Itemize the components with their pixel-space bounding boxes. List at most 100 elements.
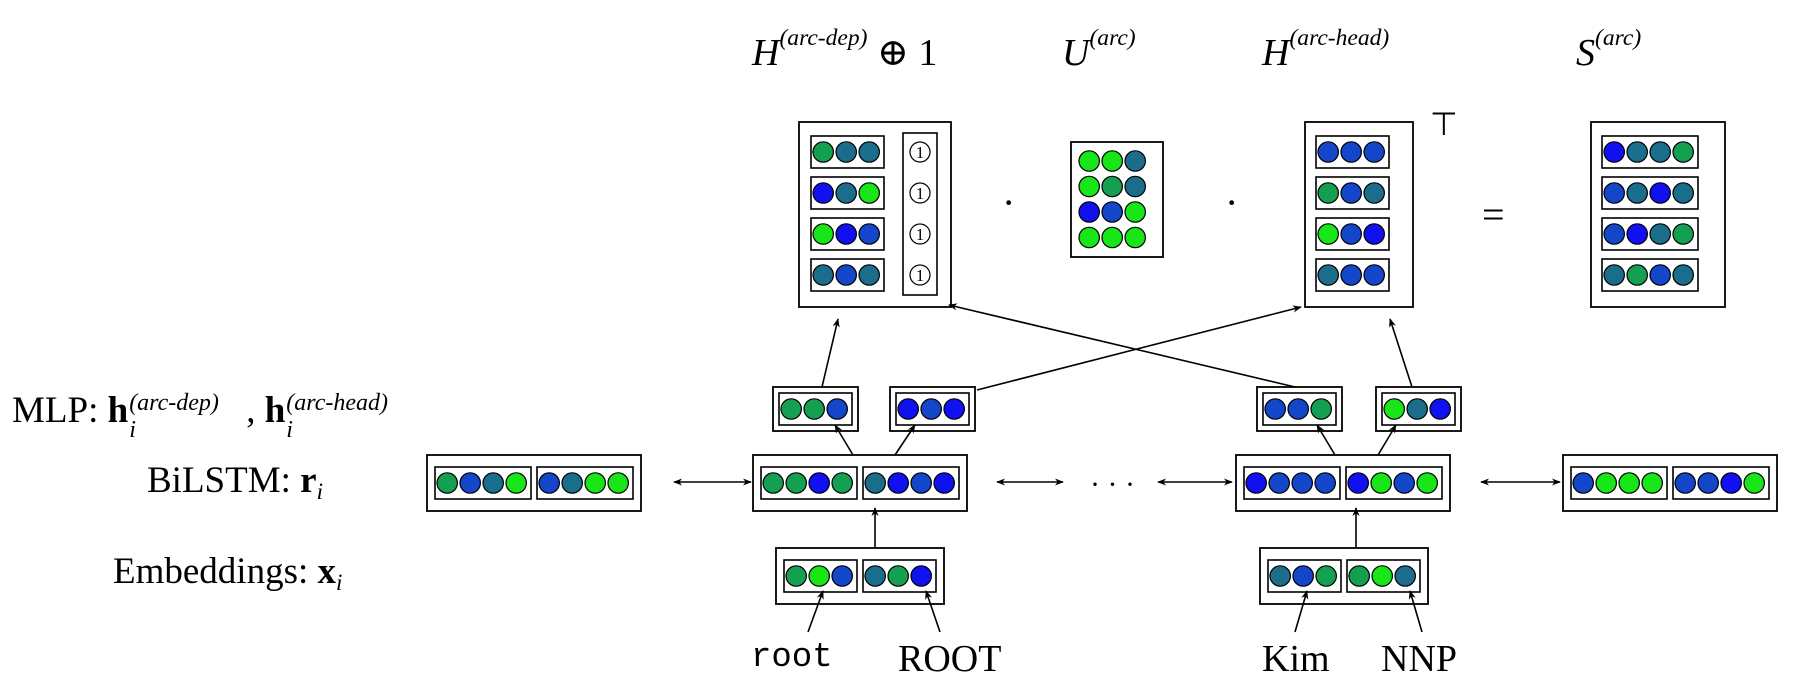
matrix-h-dep-row-circle <box>835 141 857 163</box>
matrix-s-row-circle <box>1603 223 1625 245</box>
one-circle-label: 1 <box>916 143 925 162</box>
u-base: U <box>1062 32 1090 74</box>
matrix-u-row-circle <box>1124 201 1146 223</box>
matrix-s-row-circle <box>1626 264 1648 286</box>
s-base: S <box>1576 32 1595 74</box>
matrix-s-row-circle <box>1672 182 1694 204</box>
h-head-sup: (arc-head) <box>1289 24 1390 51</box>
bilstm-kim-left-circle <box>1245 472 1267 494</box>
mlp-scripts-1: (arc-dep) i <box>128 391 246 442</box>
mlp-h-symbol-2: h <box>264 390 286 431</box>
bilstm-root-right-circle <box>864 472 886 494</box>
bilstm-kim-left-circle <box>1314 472 1336 494</box>
bilstm-kim-right-circle <box>1393 472 1415 494</box>
operator-equals: = <box>1482 192 1505 237</box>
matrix-title-h-dep: H(arc-dep) ⊕ 1 <box>752 26 938 74</box>
h-dep-base: H <box>752 32 780 74</box>
matrix-h-dep-row-circle <box>835 223 857 245</box>
arrow-bilstm-root-to-head <box>894 424 916 456</box>
bilstm-far-left-right-circle <box>561 472 583 494</box>
matrix-s-row-circle <box>1603 141 1625 163</box>
bilstm-far-left-right-circle <box>607 472 629 494</box>
arrow-nnp-tag <box>1408 590 1423 633</box>
bilstm-root-left-circle <box>808 472 830 494</box>
u-sup: (arc) <box>1089 24 1136 51</box>
mlp-root-head-inner-circle <box>920 398 942 420</box>
token-root-word: root <box>751 639 833 677</box>
matrix-s-row-circle <box>1626 223 1648 245</box>
matrix-s-row-circle <box>1603 264 1625 286</box>
mlp-scripts-2: (arc-head) i <box>285 391 415 442</box>
embedding-root-right-circle <box>887 565 909 587</box>
arrow-mlp-kim-head-to-hhead <box>1389 318 1413 388</box>
matrix-h-head-row-circle <box>1340 141 1362 163</box>
bilstm-ellipsis: · · · <box>1090 468 1135 501</box>
arrow-kim-word <box>1294 590 1309 633</box>
matrix-h-dep-row-circle <box>858 264 880 286</box>
mlp-root-dep-inner-circle <box>803 398 825 420</box>
token-root-tag: ROOT <box>898 638 1002 680</box>
bilstm-far-left-left-circle <box>436 472 458 494</box>
matrix-h-dep-row-circle <box>835 264 857 286</box>
arrow-root-word <box>807 590 824 633</box>
mlp-root-dep-inner-circle <box>780 398 802 420</box>
bilstm-root-right-circle <box>933 472 955 494</box>
bilstm-sub: i <box>316 478 323 504</box>
one-circle-label: 1 <box>916 225 925 244</box>
matrix-u-row-circle <box>1101 201 1123 223</box>
matrix-h-dep-row-circle <box>858 141 880 163</box>
mlp-sub-1: i <box>129 417 136 443</box>
matrix-h-head-row-circle <box>1317 182 1339 204</box>
embedding-root-left-circle <box>785 565 807 587</box>
mlp-row-label: MLP: h (arc-dep) i, h (arc-head) i <box>12 390 415 442</box>
operator-dot-1: · <box>1002 180 1016 225</box>
mlp-kim-head-inner-circle <box>1383 398 1405 420</box>
matrix-h-head-row-circle <box>1340 182 1362 204</box>
matrix-title-u: U(arc) <box>1062 26 1136 74</box>
mlp-prefix: MLP: <box>12 390 108 431</box>
mlp-kim-dep-inner-circle <box>1264 398 1286 420</box>
matrix-u-row-circle <box>1124 150 1146 172</box>
bilstm-kim-left-circle <box>1291 472 1313 494</box>
embeddings-var: x <box>317 551 337 592</box>
bilstm-root-right-circle <box>887 472 909 494</box>
mlp-separator: , <box>246 390 265 431</box>
matrix-u-row-circle <box>1124 226 1146 249</box>
embedding-root-right-circle <box>864 565 886 587</box>
h-dep-suffix: ⊕ 1 <box>867 32 938 74</box>
arrow-mlp-kim-dep-to-hdep <box>948 303 1296 388</box>
embeddings-row-label: Embeddings: xi <box>113 551 342 594</box>
matrix-h-head-row-circle <box>1317 264 1339 286</box>
one-circle <box>909 141 931 163</box>
matrix-s-row-circle <box>1649 223 1671 245</box>
embedding-kim-right-circle <box>1394 565 1416 587</box>
matrix-u-row-circle <box>1101 175 1123 198</box>
matrix-h-dep-row-circle <box>835 182 857 204</box>
matrix-h-head-row-circle <box>1363 223 1385 245</box>
arrow-root-tag <box>925 590 941 633</box>
bilstm-far-right-left-circle <box>1641 472 1663 494</box>
matrix-h-dep-row-circle <box>858 182 880 204</box>
mlp-root-head-inner-circle <box>943 398 965 420</box>
bilstm-far-left-left-circle <box>505 472 527 494</box>
one-circle <box>909 182 931 204</box>
bilstm-far-right-left-circle <box>1618 472 1640 494</box>
matrix-s-row-circle <box>1649 141 1671 163</box>
mlp-kim-dep-inner-circle <box>1310 398 1332 420</box>
bilstm-root-right-circle <box>910 472 932 494</box>
bilstm-var: r <box>300 460 317 501</box>
matrix-h-head-row-circle <box>1363 182 1385 204</box>
matrix-u-row-circle <box>1078 150 1100 172</box>
matrix-h-head-row-circle <box>1317 141 1339 163</box>
matrix-h-dep-row-circle <box>858 223 880 245</box>
matrix-h-head-row-circle <box>1363 141 1385 163</box>
matrix-s-row-circle <box>1672 264 1694 286</box>
matrix-title-s: S(arc) <box>1576 26 1641 74</box>
one-circle <box>909 264 931 286</box>
embeddings-prefix: Embeddings: <box>113 551 318 592</box>
embeddings-sub: i <box>336 569 343 595</box>
mlp-h-symbol: h <box>107 390 129 431</box>
h-dep-sup: (arc-dep) <box>779 24 868 51</box>
bilstm-far-right-left-circle <box>1595 472 1617 494</box>
